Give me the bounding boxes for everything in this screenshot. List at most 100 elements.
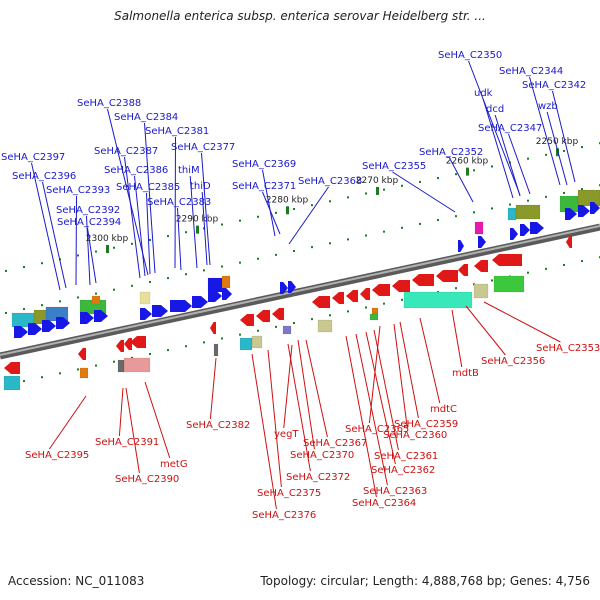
- scale-dot: [527, 199, 529, 202]
- scale-dot: [203, 269, 205, 272]
- scale-dot: [545, 153, 547, 156]
- reverse-gene-arrow: [130, 336, 146, 348]
- scale-dot: [41, 376, 43, 379]
- scale-dot: [185, 345, 187, 348]
- scale-dot: [167, 277, 169, 280]
- leader-line-top: [31, 162, 61, 291]
- reverse-gene-arrow: [474, 260, 488, 272]
- gene-label-top: SeHA_C2383: [147, 197, 211, 208]
- scale-dot: [221, 223, 223, 226]
- scale-dot: [581, 188, 583, 191]
- leader-line-top: [482, 98, 514, 199]
- leader-line-bottom: [355, 333, 388, 486]
- reverse-gene-arrow: [210, 322, 216, 334]
- scale-dot: [473, 211, 475, 214]
- label-leader-lines: [31, 60, 576, 510]
- scale-dot: [257, 215, 259, 218]
- gene-label-top: SeHA_C2387: [94, 146, 158, 157]
- scale-ticks: 2300 kbp 2290 kbp 2280 kbp 2270 kbp 2260 kbp…: [5, 137, 600, 386]
- scale-dot: [365, 234, 367, 237]
- forward-gene-arrow: [94, 310, 108, 322]
- leader-line-top: [468, 60, 521, 196]
- feature-block: [91, 295, 101, 305]
- leader-line-bottom: [48, 395, 87, 450]
- feature-block: [207, 277, 223, 293]
- leader-line-bottom: [373, 329, 399, 451]
- leader-line-bottom: [399, 321, 419, 419]
- gene-label-bottom: SeHA_C2367: [303, 438, 367, 449]
- forward-gene-arrow: [590, 202, 600, 214]
- gene-label-bottom: mdtC: [430, 404, 457, 415]
- scale-dot: [419, 180, 421, 183]
- gene-label-bottom: SeHA_C2360: [383, 430, 447, 441]
- feature-block: [369, 313, 379, 321]
- leader-line-top: [552, 90, 576, 183]
- scale-dot: [23, 266, 25, 269]
- gene-label-top: SeHA_C2368: [298, 176, 362, 187]
- scale-tick: [556, 148, 559, 157]
- leader-line-bottom: [465, 305, 506, 356]
- scale-dot: [401, 298, 403, 301]
- leader-line-top: [262, 191, 281, 235]
- scale-dot: [5, 311, 7, 314]
- gene-label-top: SeHA_C2371: [232, 181, 296, 192]
- scale-tick-label: 2300 kbp: [86, 234, 129, 244]
- reverse-gene-arrow: [360, 288, 370, 300]
- feature-block: [577, 189, 600, 207]
- scale-tick: [376, 186, 379, 195]
- gene-label-top: SeHA_C2384: [114, 112, 178, 123]
- leader-line-bottom: [251, 353, 277, 510]
- leader-line-top: [107, 108, 149, 276]
- reverse-gene-arrow: [436, 270, 458, 282]
- feature-block: [251, 335, 263, 349]
- forward-gene-arrow: [140, 308, 152, 320]
- gene-label-top: SeHA_C2342: [522, 80, 586, 91]
- leader-line-top: [124, 156, 141, 279]
- leader-line-top: [189, 175, 198, 269]
- gene-label-bottom: SeHA_C2391: [95, 437, 159, 448]
- leader-line-bottom: [419, 317, 441, 404]
- reverse-gene-arrow: [346, 290, 358, 302]
- scale-dot: [239, 333, 241, 336]
- forward-gene-arrow: [56, 317, 70, 329]
- reverse-gene-arrow: [124, 338, 132, 350]
- gene-label-top: SeHA_C2355: [362, 161, 426, 172]
- leader-line-top: [288, 186, 329, 245]
- scale-dot: [77, 368, 79, 371]
- reverse-gene-arrow: [312, 296, 330, 308]
- gene-label-bottom: SeHA_C2364: [352, 498, 416, 509]
- scale-dot: [203, 227, 205, 230]
- gene-label-top: SeHA_C2347: [478, 123, 542, 134]
- scale-dot: [293, 208, 295, 211]
- scale-dot: [95, 250, 97, 253]
- gene-label-bottom: SeHA_C2372: [286, 472, 350, 483]
- scale-dot: [383, 302, 385, 305]
- scale-dot: [311, 246, 313, 249]
- scale-dot: [437, 177, 439, 180]
- scale-dot: [383, 188, 385, 191]
- gene-label-bottom: SeHA_C2390: [115, 474, 179, 485]
- reverse-gene-arrow: [566, 236, 572, 248]
- reverse-gene-arrow: [412, 274, 434, 286]
- scale-dot: [491, 207, 493, 210]
- gene-label-top: SeHA_C2386: [104, 165, 168, 176]
- scale-dot: [149, 238, 151, 241]
- scale-dot: [239, 261, 241, 264]
- forward-gene-arrow: [152, 305, 168, 317]
- scale-dot: [419, 222, 421, 225]
- gene-label-bottom: SeHA_C2356: [481, 356, 545, 367]
- scale-tick: [196, 225, 199, 234]
- scale-dot: [77, 254, 79, 257]
- scale-tick-label: 2250 kbp: [536, 137, 579, 147]
- forward-gene-arrow: [510, 228, 518, 240]
- scale-dot: [293, 322, 295, 325]
- gene-label-bottom: SeHA_C2362: [371, 465, 435, 476]
- leader-line-bottom: [345, 335, 377, 498]
- gene-label-bottom: SeHA_C2359: [394, 419, 458, 430]
- scale-tick-label: 2290 kbp: [176, 215, 219, 225]
- forward-gene-arrow: [28, 323, 42, 335]
- scale-dot: [5, 269, 7, 272]
- gene-label-bottom: SeHA_C2370: [290, 450, 354, 461]
- forward-gene-arrow: [222, 288, 232, 300]
